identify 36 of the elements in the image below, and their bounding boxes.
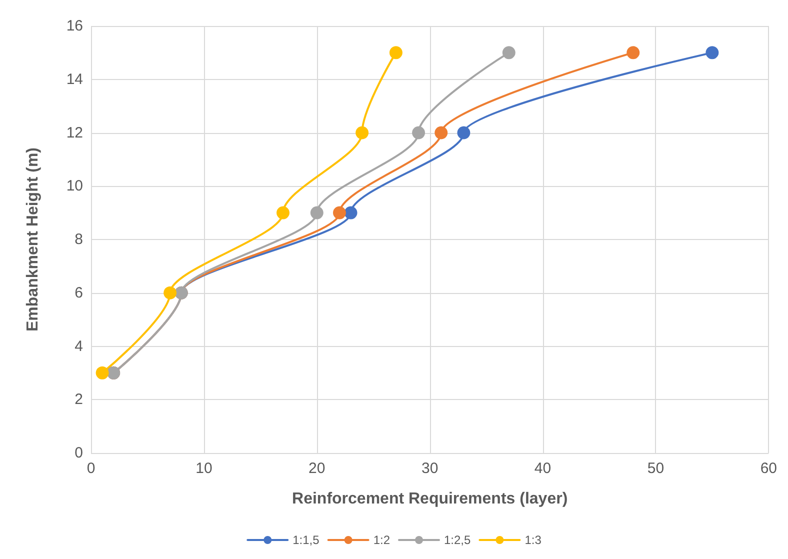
point [276, 206, 290, 220]
point [164, 286, 177, 300]
point [96, 366, 109, 380]
legend-label: 1:1,5 [292, 533, 320, 547]
y-tick-label: 4 [74, 338, 83, 355]
x-tick-label: 0 [86, 460, 96, 477]
x-tick-label: 10 [196, 460, 212, 477]
point [310, 206, 324, 220]
point [626, 46, 640, 60]
x-axis-title: Reinforcement Requirements (layer) [292, 490, 568, 508]
legend-label: 1:2,5 [444, 533, 472, 547]
point [356, 126, 369, 140]
point [457, 126, 470, 140]
y-axis-title: Embankment Height (m) [24, 147, 42, 332]
y-tick-label: 2 [74, 391, 83, 408]
legend-label: 1:3 [524, 533, 542, 547]
y-tick-label: 6 [74, 284, 83, 302]
point [389, 46, 402, 60]
point [434, 126, 448, 140]
y-tick-label: 16 [66, 18, 83, 34]
y-tick-label: 12 [66, 124, 83, 142]
point [502, 46, 516, 60]
point [344, 206, 358, 220]
x-tick-label: 40 [534, 460, 552, 477]
legend-label: 1:2 [373, 533, 390, 547]
y-tick-label: 0 [74, 444, 83, 462]
y-tick-label: 8 [74, 231, 83, 248]
x-tick-label: 60 [760, 460, 777, 477]
y-tick-label: 10 [66, 178, 83, 195]
x-tick-label: 50 [647, 460, 664, 477]
point [332, 206, 346, 220]
x-tick-label: 20 [308, 460, 326, 477]
x-tick-label: 30 [421, 460, 438, 477]
y-tick-label: 14 [66, 70, 83, 88]
point [706, 46, 719, 60]
point [412, 126, 426, 140]
